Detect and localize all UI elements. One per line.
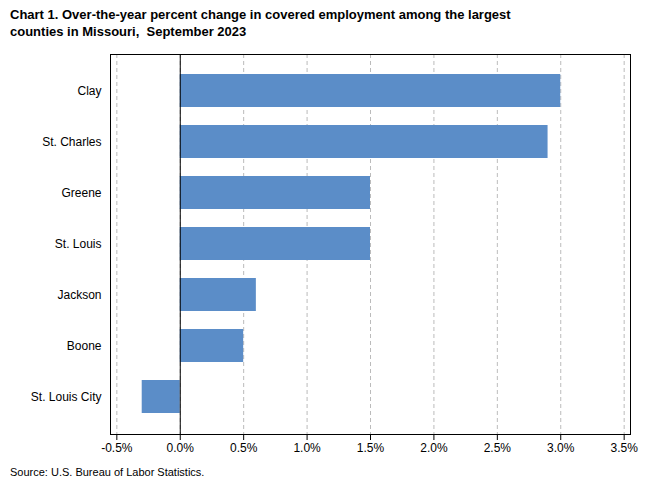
svg-text:2.5%: 2.5% bbox=[484, 441, 512, 455]
svg-text:1.0%: 1.0% bbox=[293, 441, 321, 455]
svg-text:Boone: Boone bbox=[67, 339, 102, 353]
svg-text:St. Charles: St. Charles bbox=[42, 135, 101, 149]
svg-text:2.0%: 2.0% bbox=[420, 441, 448, 455]
svg-text:1.5%: 1.5% bbox=[357, 441, 385, 455]
svg-text:0.5%: 0.5% bbox=[230, 441, 258, 455]
svg-text:Jackson: Jackson bbox=[57, 288, 101, 302]
svg-text:3.5%: 3.5% bbox=[610, 441, 638, 455]
svg-text:Clay: Clay bbox=[77, 84, 101, 98]
svg-text:St. Louis City: St. Louis City bbox=[31, 390, 102, 404]
html-text:Source: U.S. Bureau of Labor S: Source: U.S. Bureau of Labor Statistics. bbox=[10, 466, 205, 478]
svg-text:-0.5%: -0.5% bbox=[101, 441, 133, 455]
html-text:Chart 1. Over-the-year percent: Chart 1. Over-the-year percent change in… bbox=[10, 7, 511, 39]
svg-text:0.0%: 0.0% bbox=[167, 441, 195, 455]
svg-text:Greene: Greene bbox=[61, 186, 101, 200]
svg-text:3.0%: 3.0% bbox=[547, 441, 575, 455]
svg-text:St. Louis: St. Louis bbox=[55, 237, 102, 251]
